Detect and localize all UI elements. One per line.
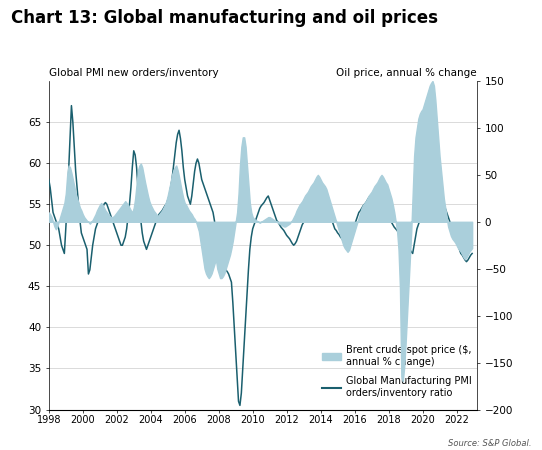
Text: Global PMI new orders/inventory: Global PMI new orders/inventory [49,68,218,78]
Text: Oil price, annual % change: Oil price, annual % change [337,68,477,78]
Legend: Brent crude spot price ($,
annual % change), Global Manufacturing PMI
orders/inv: Brent crude spot price ($, annual % chan… [322,345,472,398]
Text: Chart 13: Global manufacturing and oil prices: Chart 13: Global manufacturing and oil p… [11,9,438,27]
Text: Source: S&P Global.: Source: S&P Global. [448,439,531,448]
